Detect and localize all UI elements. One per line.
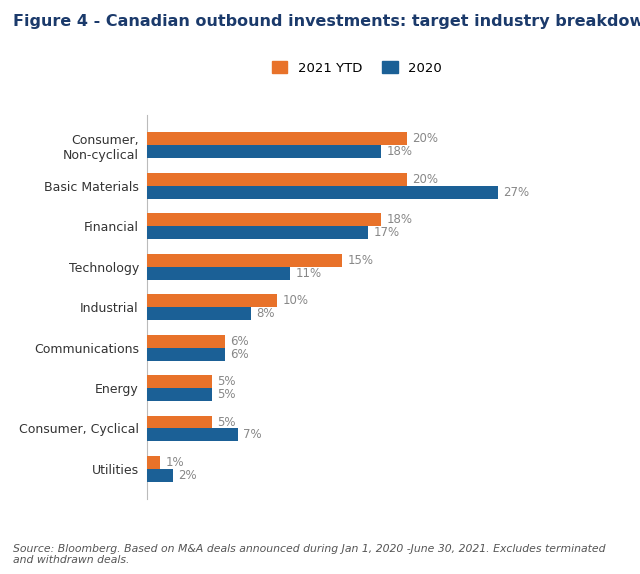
Bar — [147, 186, 499, 199]
Bar — [147, 132, 407, 145]
Text: 1%: 1% — [165, 456, 184, 469]
Text: 27%: 27% — [504, 185, 530, 199]
Text: 7%: 7% — [243, 428, 262, 441]
Text: 6%: 6% — [230, 335, 249, 348]
Bar — [147, 347, 225, 360]
Bar — [147, 173, 407, 186]
Text: 20%: 20% — [413, 132, 438, 145]
Legend: 2021 YTD, 2020: 2021 YTD, 2020 — [266, 56, 447, 80]
Text: Source: Bloomberg. Based on M&A deals announced during Jan 1, 2020 -June 30, 202: Source: Bloomberg. Based on M&A deals an… — [13, 544, 605, 565]
Text: 5%: 5% — [218, 388, 236, 401]
Bar — [147, 388, 212, 401]
Text: 8%: 8% — [257, 307, 275, 320]
Bar — [147, 428, 238, 441]
Bar — [147, 469, 173, 482]
Text: 10%: 10% — [282, 294, 308, 307]
Bar — [147, 294, 277, 307]
Bar — [147, 267, 291, 280]
Text: 6%: 6% — [230, 347, 249, 360]
Bar — [147, 213, 381, 226]
Bar — [147, 335, 225, 347]
Bar — [147, 416, 212, 428]
Text: 17%: 17% — [374, 226, 399, 239]
Bar — [147, 254, 342, 267]
Bar — [147, 375, 212, 388]
Text: 2%: 2% — [179, 469, 197, 482]
Text: 5%: 5% — [218, 375, 236, 388]
Text: 18%: 18% — [387, 213, 413, 226]
Text: 15%: 15% — [348, 254, 374, 267]
Text: 18%: 18% — [387, 145, 413, 158]
Bar — [147, 456, 160, 469]
Text: Figure 4 - Canadian outbound investments: target industry breakdown: Figure 4 - Canadian outbound investments… — [13, 14, 640, 29]
Bar — [147, 307, 252, 320]
Text: 5%: 5% — [218, 416, 236, 429]
Text: 20%: 20% — [413, 173, 438, 186]
Bar — [147, 226, 368, 239]
Bar — [147, 145, 381, 158]
Text: 11%: 11% — [296, 266, 321, 280]
